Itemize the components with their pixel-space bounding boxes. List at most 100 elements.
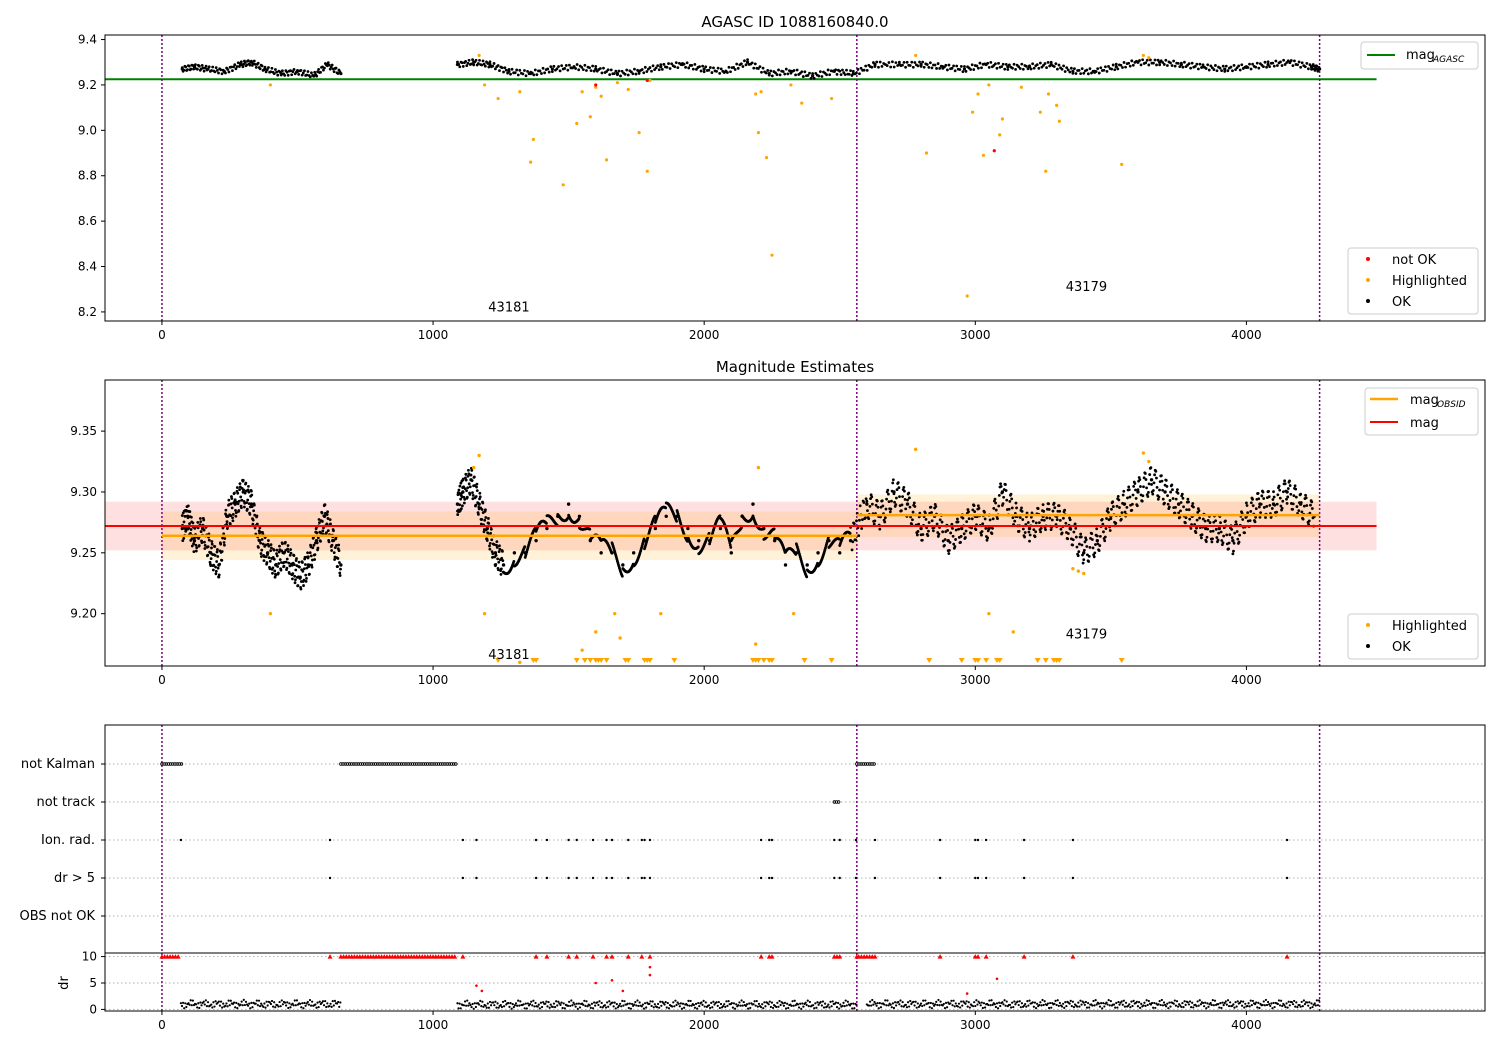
- dr-ok-point: [524, 1002, 527, 1005]
- dr-ok-point: [892, 1006, 896, 1010]
- estimates-ok-point: [251, 518, 255, 522]
- flag-marker: [868, 762, 872, 766]
- dr-ok-point: [1162, 1001, 1166, 1004]
- dr-ok-point: [226, 1005, 229, 1008]
- agasc-ok-point: [1079, 72, 1083, 76]
- agasc-ok-point: [1127, 61, 1131, 65]
- agasc-ok-point: [704, 65, 708, 69]
- agasc-ok-point: [236, 61, 240, 65]
- dr-ok-point: [206, 1001, 210, 1004]
- estimates-ok-point: [1060, 531, 1064, 535]
- dr-ok-point: [270, 999, 274, 1003]
- agasc-ok-point: [201, 66, 205, 70]
- estimates-ok-point: [1050, 518, 1054, 522]
- estimates-ok-point: [189, 515, 193, 519]
- dr-ok-point: [1256, 1006, 1259, 1009]
- dr-ok-point: [1128, 1003, 1131, 1006]
- estimates-ok-point: [865, 499, 869, 503]
- estimates-ok-point: [1195, 518, 1199, 522]
- agasc-ok-point: [918, 60, 921, 64]
- estimates-ok-point: [941, 539, 945, 543]
- agasc-ok-point: [1057, 63, 1061, 67]
- dr-ok-point: [783, 1001, 787, 1004]
- agasc-lower-legend: not OK Highlighted OK: [1347, 247, 1479, 315]
- estimates-ok-point: [1272, 495, 1276, 499]
- dr-ok-point: [255, 999, 258, 1002]
- estimates-ok-point: [891, 478, 895, 482]
- dr-ok-point: [996, 1007, 1000, 1010]
- dr-ok-point: [709, 1006, 712, 1010]
- estimates-ok-point: [850, 548, 854, 552]
- estimates-ok-point: [457, 488, 461, 492]
- dr-ok-point: [1098, 1005, 1102, 1008]
- dr-ok-point: [548, 1006, 551, 1009]
- agasc-ok-point: [1170, 64, 1174, 67]
- dr-ok-point: [944, 1001, 948, 1004]
- estimates-ok-point: [1174, 497, 1178, 501]
- dr-ok-point: [1053, 1002, 1056, 1005]
- dr-not-ok-point: [475, 984, 478, 987]
- estimates-ok-point: [1122, 502, 1127, 506]
- agasc-ok-point: [186, 68, 189, 71]
- estimates-ok-point: [217, 575, 221, 579]
- agasc-ok-point: [885, 64, 889, 67]
- dr-ok-point: [456, 1002, 459, 1005]
- agasc-ok-point: [1038, 61, 1042, 65]
- agasc-ok-point: [518, 68, 522, 72]
- estimates-ok-point: [783, 563, 788, 567]
- dr-ok-point: [1008, 1003, 1012, 1006]
- agasc-ok-point: [1232, 64, 1236, 67]
- dr-ok-point: [1135, 1000, 1138, 1003]
- estimates-ok-point: [866, 509, 869, 513]
- dr-ok-point: [262, 1005, 265, 1008]
- estimates-ok-point: [907, 491, 911, 495]
- dr-ok-point: [673, 1005, 676, 1008]
- dr-ok-point: [727, 1000, 730, 1003]
- dr-ok-point: [470, 1005, 473, 1009]
- estimates-ok-point: [335, 543, 338, 547]
- dr-ok-point: [1103, 1005, 1106, 1008]
- agasc-ok-point: [467, 58, 471, 62]
- dr-ok-point: [181, 1001, 185, 1004]
- estimates-ok-point: [889, 507, 893, 511]
- agasc-ok-point: [870, 65, 874, 69]
- estimates-ok-point: [1010, 506, 1014, 510]
- estimates-highlighted-point: [1011, 630, 1015, 634]
- agasc-ok-point: [1105, 70, 1109, 73]
- dr-ok-point: [1314, 1004, 1317, 1007]
- estimates-ok-point: [196, 526, 200, 530]
- estimates-ok-point: [326, 510, 329, 514]
- dr-ok-point: [1271, 1007, 1274, 1010]
- estimates-ok-point: [1307, 519, 1311, 523]
- estimates-ok-point: [258, 526, 262, 530]
- estimates-ok-point: [1256, 491, 1260, 495]
- dr-ok-point: [1236, 1000, 1239, 1003]
- flag-marker: [399, 762, 404, 766]
- dr-ok-point: [1186, 1001, 1189, 1004]
- off-scale-low-marker: [671, 658, 678, 663]
- agasc-ok-point: [944, 63, 948, 67]
- dr-ok-point: [308, 998, 312, 1002]
- estimates-ok-point: [302, 584, 305, 587]
- agasc-ok-point: [620, 69, 624, 73]
- agasc-ok-point: [1176, 61, 1180, 65]
- estimates-ok-point: [197, 544, 201, 547]
- agasc-ok-point: [708, 66, 712, 69]
- dr-ok-point: [614, 1007, 617, 1010]
- agasc-ok-point: [1021, 67, 1025, 71]
- dr-ok-point: [889, 1003, 892, 1006]
- estimates-ok-point: [492, 543, 496, 546]
- dr-ok-point: [286, 1001, 289, 1004]
- estimates-ok-point: [967, 517, 971, 521]
- estimates-ok-point: [1283, 482, 1287, 486]
- dr-ok-point: [1187, 1003, 1191, 1006]
- dr-ok-point: [268, 1001, 271, 1004]
- agasc-ok-point: [1153, 58, 1157, 62]
- agasc-ok-point: [299, 68, 303, 72]
- dr-ok-point: [265, 1000, 268, 1003]
- estimates-ok-point: [1304, 496, 1308, 500]
- estimates-ok-point: [1071, 538, 1075, 542]
- dr-ok-point: [619, 1002, 622, 1005]
